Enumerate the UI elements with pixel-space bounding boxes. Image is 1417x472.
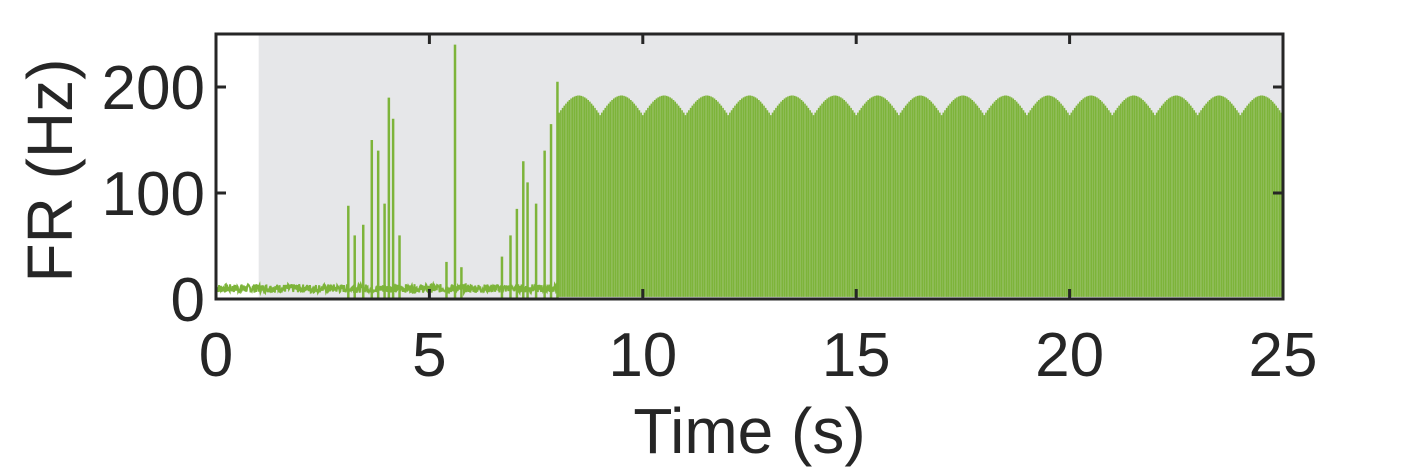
x-tick-label: 0	[199, 321, 233, 390]
y-tick-label: 0	[171, 266, 205, 335]
plot-frame	[214, 32, 1285, 301]
axis-ticks	[214, 34, 1285, 301]
x-tick-labels: 0 5 10 15 20 25	[199, 321, 1318, 390]
y-axis-title: FR (Hz)	[14, 59, 86, 283]
x-tick-label: 10	[608, 321, 677, 390]
x-tick-label: 25	[1249, 321, 1318, 390]
y-tick-label: 200	[102, 54, 205, 123]
x-tick-label: 20	[1035, 321, 1104, 390]
baseline-activity	[215, 280, 559, 297]
x-tick-label: 15	[822, 321, 891, 390]
y-tick-label: 100	[102, 160, 205, 229]
x-tick-label: 5	[412, 321, 446, 390]
x-axis-title: Time (s)	[633, 395, 865, 467]
y-tick-labels: 0 100 200	[102, 54, 205, 335]
